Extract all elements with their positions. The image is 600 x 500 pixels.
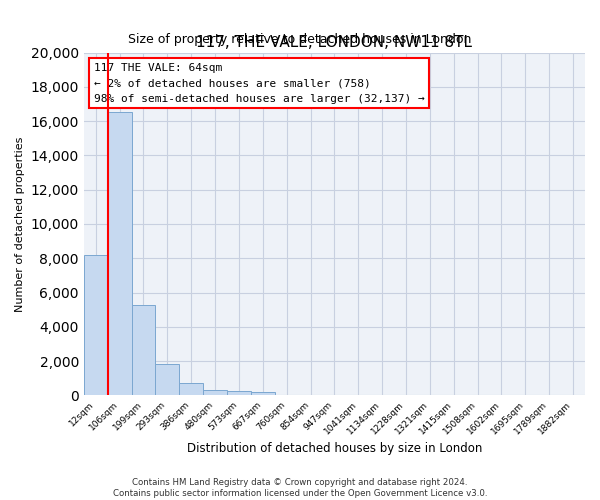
Bar bbox=[155, 364, 179, 396]
Bar bbox=[227, 392, 251, 396]
Bar bbox=[179, 382, 203, 396]
Text: Size of property relative to detached houses in London: Size of property relative to detached ho… bbox=[128, 32, 472, 46]
Bar bbox=[107, 112, 131, 396]
Bar bbox=[203, 390, 227, 396]
Text: 117 THE VALE: 64sqm
← 2% of detached houses are smaller (758)
98% of semi-detach: 117 THE VALE: 64sqm ← 2% of detached hou… bbox=[94, 63, 425, 104]
Title: 117, THE VALE, LONDON, NW11 8TL: 117, THE VALE, LONDON, NW11 8TL bbox=[196, 35, 472, 50]
X-axis label: Distribution of detached houses by size in London: Distribution of detached houses by size … bbox=[187, 442, 482, 455]
Bar bbox=[251, 392, 275, 396]
Bar bbox=[131, 304, 155, 396]
Text: Contains HM Land Registry data © Crown copyright and database right 2024.
Contai: Contains HM Land Registry data © Crown c… bbox=[113, 478, 487, 498]
Bar bbox=[84, 255, 107, 396]
Y-axis label: Number of detached properties: Number of detached properties bbox=[15, 136, 25, 312]
